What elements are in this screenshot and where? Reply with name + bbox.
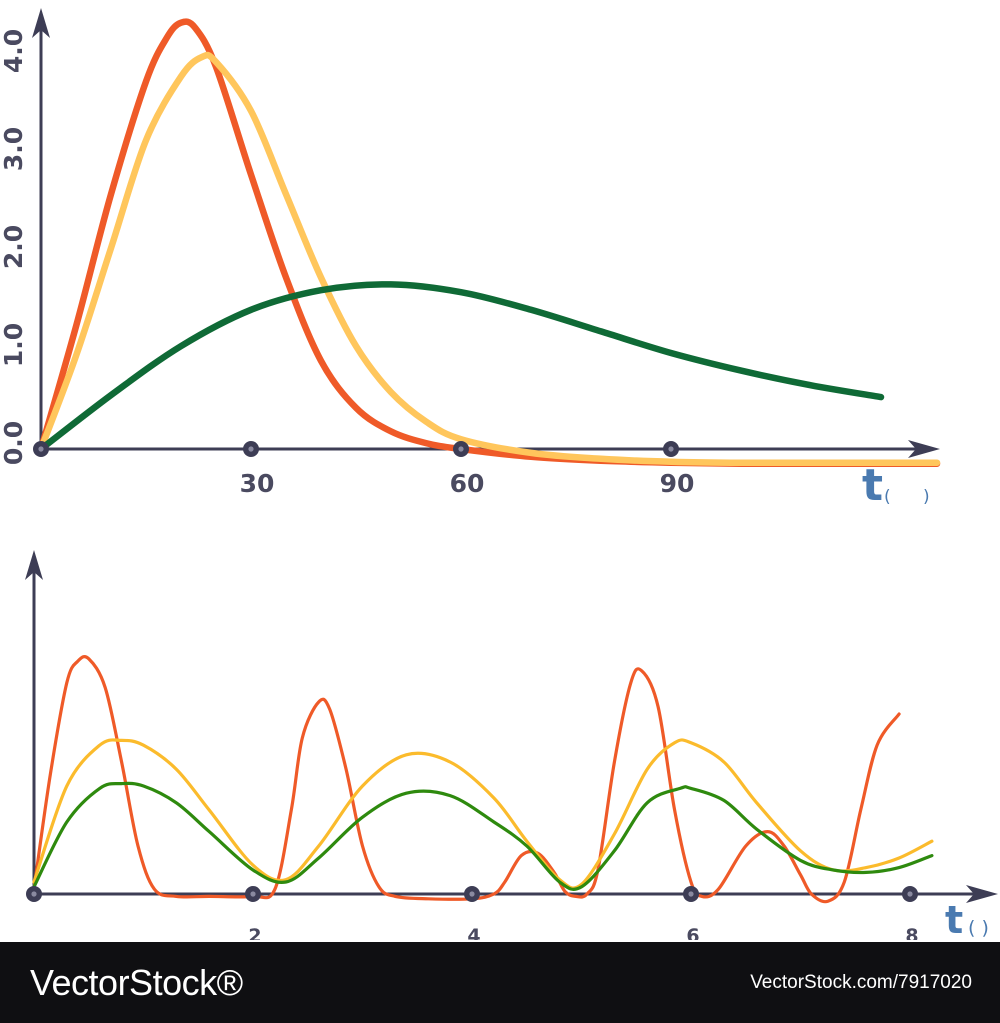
x-tick-dot-center (668, 446, 674, 452)
x-axis-unit: ( ) (884, 487, 930, 507)
x-axis-label: t (945, 898, 963, 940)
x-tick-dot-center (469, 891, 475, 897)
x-tick-dot-center (250, 891, 256, 897)
y-tick-label: 4.0 (0, 29, 28, 73)
x-tick-dot-center (688, 891, 694, 897)
series-line-yellow (37, 51, 941, 467)
y-axis-arrow (25, 550, 43, 580)
x-tick-dot-center (458, 446, 464, 452)
y-tick-label: 2.0 (0, 225, 28, 269)
top-chart: 30 60 90 0.0 1.0 2.0 3.0 4.0 t( ) (0, 8, 941, 511)
footer-bar: VectorStock® VectorStock.com/7917020 (0, 942, 1000, 1023)
series-line-green (37, 281, 885, 453)
brand-logo[interactable]: VectorStock® (30, 961, 243, 1003)
y-tick-label: 3.0 (0, 127, 28, 171)
y-axis-arrow (32, 8, 50, 38)
x-tick-dot-center (907, 891, 913, 897)
x-axis-arrow (966, 885, 998, 903)
x-tick-label: 4 (467, 925, 480, 940)
x-axis-label: t (862, 460, 883, 511)
x-tick-label: 2 (248, 925, 261, 940)
series-line-orange (32, 654, 901, 904)
x-tick-label: 30 (240, 469, 275, 498)
bottom-chart: 2 4 6 8 t( ) (25, 550, 998, 940)
x-tick-dot-center (248, 446, 254, 452)
x-tick-label: 6 (686, 925, 699, 940)
charts-canvas: 30 60 900.01.02.03.04.0t( ) 2 4 6 8 t( ) (0, 8, 998, 940)
series-line-green (32, 781, 934, 891)
x-tick-label: 60 (450, 469, 485, 498)
x-axis-unit: ( ) (968, 917, 989, 939)
image-id: VectorStock.com/7917020 (750, 971, 972, 993)
series-line-yellow (32, 738, 934, 890)
y-tick-label: 1.0 (0, 323, 28, 367)
x-axis-arrow (908, 440, 940, 458)
x-tick-label: 90 (660, 469, 695, 498)
origin-dot-center (31, 891, 37, 897)
origin-dot-center (38, 446, 44, 452)
x-tick-label: 8 (905, 925, 918, 940)
y-tick-label: 0.0 (0, 421, 28, 465)
